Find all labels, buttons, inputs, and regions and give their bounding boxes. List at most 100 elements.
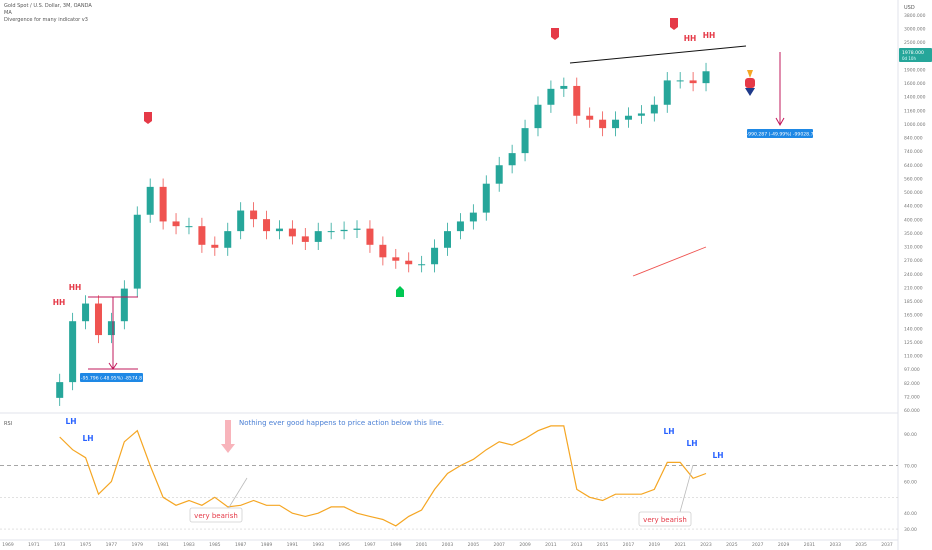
price-candle [689, 80, 697, 84]
callout-pointer-left [227, 477, 248, 510]
price-candle [650, 104, 658, 114]
price-candle [94, 303, 102, 336]
price-tick-label: 840.000 [904, 136, 923, 142]
rsi-tick-label: 90.00 [904, 432, 917, 438]
price-tick-label: 740.000 [904, 149, 923, 155]
lh-label: LH [82, 434, 93, 443]
highlight-arrow-icon [221, 420, 235, 453]
price-candle [482, 183, 490, 213]
callout-box-left [189, 507, 243, 523]
price-candle [288, 228, 296, 237]
time-tick-label: 1971 [28, 542, 40, 548]
price-tick-label: 97.000 [904, 367, 920, 373]
sell-signal-marker [144, 112, 152, 124]
price-candle [392, 257, 400, 261]
buy-signal-marker [396, 286, 404, 297]
price-candle [120, 288, 128, 322]
chart-symbol-title: Gold Spot / U.S. Dollar, 3M, OANDA [4, 3, 92, 9]
price-candle [69, 321, 77, 383]
indicator-divergence-label: Divergence for many indicator v3 [4, 17, 88, 23]
price-candle [573, 85, 581, 116]
time-tick-label: 2003 [442, 542, 454, 548]
rsi-tick-label: 40.00 [904, 511, 917, 517]
time-tick-label: 2011 [545, 542, 557, 548]
price-candle [456, 221, 464, 232]
rsi-tick-label: 70.00 [904, 464, 917, 470]
price-tick-label: 310.000 [904, 245, 923, 251]
price-tick-label: 2500.000 [904, 40, 926, 46]
price-candle [237, 210, 245, 232]
price-candle [624, 115, 632, 120]
price-tick-label: 82.000 [904, 381, 920, 387]
price-tick-label: 165.000 [904, 313, 923, 319]
time-tick-label: 2005 [468, 542, 480, 548]
price-tick-label: 125.000 [904, 340, 923, 346]
time-tick-label: 2035 [855, 542, 867, 548]
price-tick-label: 1600.000 [904, 81, 926, 87]
hh-label: HH [69, 283, 82, 292]
price-tick-label: 3800.000 [904, 13, 926, 19]
time-tick-label: 1979 [132, 542, 144, 548]
price-tick-label: 400.000 [904, 217, 923, 223]
sell-signal-marker [670, 18, 678, 30]
price-tick-label: 560.000 [904, 176, 923, 182]
price-tick-label: 140.000 [904, 326, 923, 332]
rising-support-line [632, 246, 707, 277]
price-candle [198, 226, 206, 245]
price-candle [133, 214, 141, 289]
time-tick-label: 2021 [674, 542, 686, 548]
time-tick-label: 1987 [235, 542, 247, 548]
price-tick-label: 185.000 [904, 299, 923, 305]
lh-label: LH [65, 417, 76, 426]
price-tick-label: 3000.000 [904, 27, 926, 33]
price-candle [340, 229, 348, 232]
time-tick-label: 1997 [364, 542, 376, 548]
measure-label-left: -95.796 (-48.95%) -8574.8 [81, 376, 142, 382]
price-candle [599, 119, 607, 129]
price-candle [327, 231, 335, 233]
time-tick-label: 1995 [338, 542, 350, 548]
hh-label: HH [53, 298, 66, 307]
very-bearish-label-left: very bearish [194, 512, 238, 520]
time-tick-label: 1975 [80, 542, 92, 548]
time-tick-label: 2023 [700, 542, 712, 548]
measure-label-bg [80, 373, 143, 382]
price-candle [185, 226, 193, 228]
price-tick-label: 210.000 [904, 285, 923, 291]
price-candle [263, 219, 271, 232]
projection-arrow-head [775, 117, 785, 127]
price-tick-label: 110.000 [904, 354, 923, 360]
current-price-badge [899, 48, 932, 62]
price-candle [521, 128, 529, 154]
price-tick-label: 640.000 [904, 163, 923, 169]
price-tick-label: 350.000 [904, 231, 923, 237]
price-tick-label: 270.000 [904, 258, 923, 264]
price-candle [534, 104, 542, 129]
time-tick-label: 1977 [106, 542, 118, 548]
time-tick-label: 1993 [313, 542, 325, 548]
time-tick-label: 2009 [519, 542, 531, 548]
time-tick-label: 2015 [597, 542, 609, 548]
measure-label-right: -990.287 (-49.99%) -99028.7 [747, 132, 814, 138]
very-bearish-label-right: very bearish [643, 516, 687, 524]
price-tick-label: 72.000 [904, 394, 920, 400]
sell-signal-marker [551, 28, 559, 40]
price-tick-label: 500.000 [904, 190, 923, 196]
time-tick-label: 2033 [830, 542, 842, 548]
price-axis-currency: USD [904, 5, 915, 11]
price-tick-label: 240.000 [904, 272, 923, 278]
price-tick-label: 60.000 [904, 408, 920, 414]
price-candle [107, 321, 115, 336]
time-tick-label: 2013 [571, 542, 583, 548]
rsi-tick-label: 30.00 [904, 527, 917, 533]
hh-label: HH [703, 31, 716, 40]
time-tick-label: 2029 [778, 542, 790, 548]
price-candle [560, 85, 568, 89]
time-tick-label: 2007 [493, 542, 505, 548]
price-candle [353, 228, 361, 230]
callout-pointer-right [679, 464, 694, 513]
price-tick-label: 440.000 [904, 204, 923, 210]
rocket-fin-icon [745, 88, 755, 96]
price-candle [159, 186, 167, 222]
